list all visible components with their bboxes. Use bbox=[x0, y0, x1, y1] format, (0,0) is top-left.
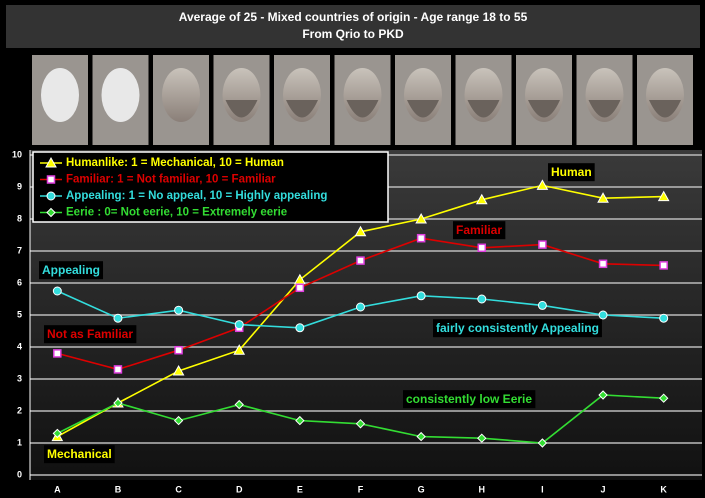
marker bbox=[599, 311, 607, 319]
annotation: Familiar bbox=[456, 223, 502, 237]
y-tick-label: 7 bbox=[17, 245, 22, 255]
y-tick-label: 4 bbox=[17, 341, 22, 351]
y-tick-label: 10 bbox=[12, 149, 22, 159]
face bbox=[162, 68, 200, 122]
marker bbox=[478, 244, 485, 251]
marker bbox=[418, 235, 425, 242]
chart: Average of 25 - Mixed countries of origi… bbox=[0, 0, 705, 498]
legend-label: Eerie : 0= Not eerie, 10 = Extremely eer… bbox=[66, 207, 287, 219]
y-tick-label: 6 bbox=[17, 277, 22, 287]
marker bbox=[48, 176, 55, 183]
y-tick-label: 0 bbox=[17, 469, 22, 479]
face-strip bbox=[32, 55, 693, 145]
x-tick-label: I bbox=[541, 484, 544, 494]
marker bbox=[114, 366, 121, 373]
marker bbox=[539, 241, 546, 248]
marker bbox=[417, 292, 425, 300]
marker bbox=[660, 314, 668, 322]
legend-label: Humanlike: 1 = Mechanical, 10 = Human bbox=[66, 157, 284, 169]
x-tick-label: F bbox=[358, 484, 364, 494]
marker bbox=[235, 321, 243, 329]
x-tick-label: E bbox=[297, 484, 303, 494]
marker bbox=[53, 287, 61, 295]
x-tick-label: C bbox=[175, 484, 182, 494]
marker bbox=[538, 301, 546, 309]
chart-title: Average of 25 - Mixed countries of origi… bbox=[179, 10, 528, 24]
x-tick-label: D bbox=[236, 484, 243, 494]
annotation: fairly consistently Appealing bbox=[436, 321, 599, 335]
annotation: Appealing bbox=[42, 263, 100, 277]
y-tick-label: 3 bbox=[17, 373, 22, 383]
marker bbox=[175, 306, 183, 314]
marker bbox=[357, 303, 365, 311]
legend-label: Appealing: 1 = No appeal, 10 = Highly ap… bbox=[66, 190, 327, 202]
chart-subtitle: From Qrio to PKD bbox=[302, 27, 404, 41]
marker bbox=[357, 257, 364, 264]
marker bbox=[114, 314, 122, 322]
y-tick-label: 5 bbox=[17, 309, 22, 319]
marker bbox=[478, 295, 486, 303]
x-tick-label: H bbox=[479, 484, 486, 494]
annotation: consistently low Eerie bbox=[406, 392, 532, 406]
x-tick-label: J bbox=[601, 484, 606, 494]
marker bbox=[660, 262, 667, 269]
face bbox=[102, 68, 140, 122]
annotation: Not as Familiar bbox=[47, 327, 133, 341]
marker bbox=[296, 324, 304, 332]
y-tick-label: 8 bbox=[17, 213, 22, 223]
x-tick-label: A bbox=[54, 484, 61, 494]
y-tick-label: 9 bbox=[17, 181, 22, 191]
x-tick-label: K bbox=[660, 484, 667, 494]
marker bbox=[600, 260, 607, 267]
x-tick-label: G bbox=[418, 484, 425, 494]
y-tick-label: 1 bbox=[17, 437, 22, 447]
marker bbox=[47, 192, 55, 200]
x-tick-label: B bbox=[115, 484, 122, 494]
annotation: Human bbox=[551, 165, 592, 179]
marker bbox=[54, 350, 61, 357]
marker bbox=[296, 284, 303, 291]
legend-label: Familiar: 1 = Not familiar, 10 = Familia… bbox=[66, 174, 276, 186]
y-tick-label: 2 bbox=[17, 405, 22, 415]
marker bbox=[175, 347, 182, 354]
annotation: Mechanical bbox=[47, 447, 112, 461]
face bbox=[41, 68, 79, 122]
